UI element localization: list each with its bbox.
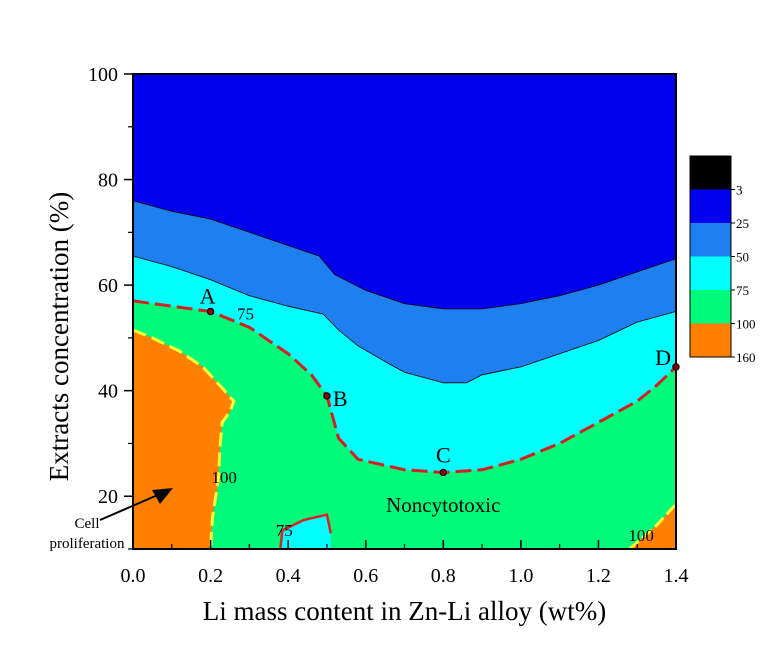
legend-swatch <box>690 323 731 357</box>
legend-label: 160 <box>736 350 756 365</box>
x-tick-label: 1.2 <box>586 565 611 587</box>
noncytotoxic-region-label: Noncytotoxic <box>386 493 500 517</box>
x-tick-label: 0.4 <box>276 565 301 587</box>
y-tick-label: 40 <box>98 381 118 403</box>
legend-label: 50 <box>736 250 749 265</box>
x-tick-label: 1.0 <box>508 565 533 587</box>
annotation-line-2: proliferation <box>50 536 125 552</box>
annotation-arrow-icon <box>99 493 161 521</box>
legend-label: 75 <box>736 283 749 298</box>
legend-frame <box>689 155 732 358</box>
cell-proliferation-annotation: Cell proliferation <box>50 488 173 552</box>
boundary-75-dashed-line <box>133 299 676 475</box>
axis-ticks <box>124 73 677 550</box>
x-axis-title: Li mass content in Zn-Li alloy (wt%) <box>203 596 606 626</box>
point-label-d: D <box>655 345 671 370</box>
x-tick-label: 0.2 <box>198 565 223 587</box>
point-marker-c <box>439 468 447 477</box>
axis-tick-labels: 0.0 0.2 0.4 0.6 0.8 1.0 1.2 1.4 20 40 60 80 100 <box>88 64 689 587</box>
fill-region-100-to-75 <box>133 300 676 549</box>
marked-points: A B C D <box>200 284 680 477</box>
legend-swatch <box>690 223 731 257</box>
x-tick-label: 0.0 <box>121 565 146 587</box>
annotation-arrowhead-icon <box>152 488 173 504</box>
contour-label: 100 <box>211 468 237 487</box>
y-tick-label: 80 <box>98 170 118 192</box>
legend-swatch <box>690 290 731 324</box>
x-tick-label: 0.8 <box>431 565 456 587</box>
y-tick-label: 60 <box>98 275 118 297</box>
point-label-b: B <box>333 386 348 411</box>
contour-labels: 75 100 75 100 <box>211 304 653 545</box>
annotation-line-1: Cell <box>75 516 100 532</box>
contour-line-island <box>279 513 333 549</box>
point-marker-a <box>206 307 215 316</box>
legend-swatch <box>690 156 731 190</box>
contour-label: 75 <box>237 304 254 323</box>
fill-region-island-75 <box>280 514 331 549</box>
y-tick-label: 20 <box>98 486 118 508</box>
point-marker-d <box>672 363 680 371</box>
contour-line-100-dashed <box>133 328 236 549</box>
legend-label: 3 <box>736 183 743 198</box>
y-tick-label: 100 <box>88 64 118 86</box>
legend-swatch <box>690 256 731 290</box>
contour-line-corner <box>628 503 676 549</box>
point-label-c: C <box>436 442 451 467</box>
legend-label: 25 <box>736 216 749 231</box>
x-tick-label: 1.4 <box>664 565 689 587</box>
y-axis-title: Extracts concentration (%) <box>44 192 74 481</box>
fill-region-160-corner <box>629 504 676 549</box>
point-label-a: A <box>200 284 216 309</box>
contour-label: 75 <box>276 521 293 540</box>
legend-swatch <box>690 189 731 223</box>
contour-line-50 <box>133 255 676 384</box>
legend-label: 100 <box>736 317 756 332</box>
point-marker-b <box>323 392 331 400</box>
color-legend: 3 25 50 75 100 160 <box>689 155 756 365</box>
contour-line-25 <box>133 200 676 310</box>
contour-label: 100 <box>628 526 654 545</box>
x-tick-label: 0.6 <box>353 565 378 587</box>
